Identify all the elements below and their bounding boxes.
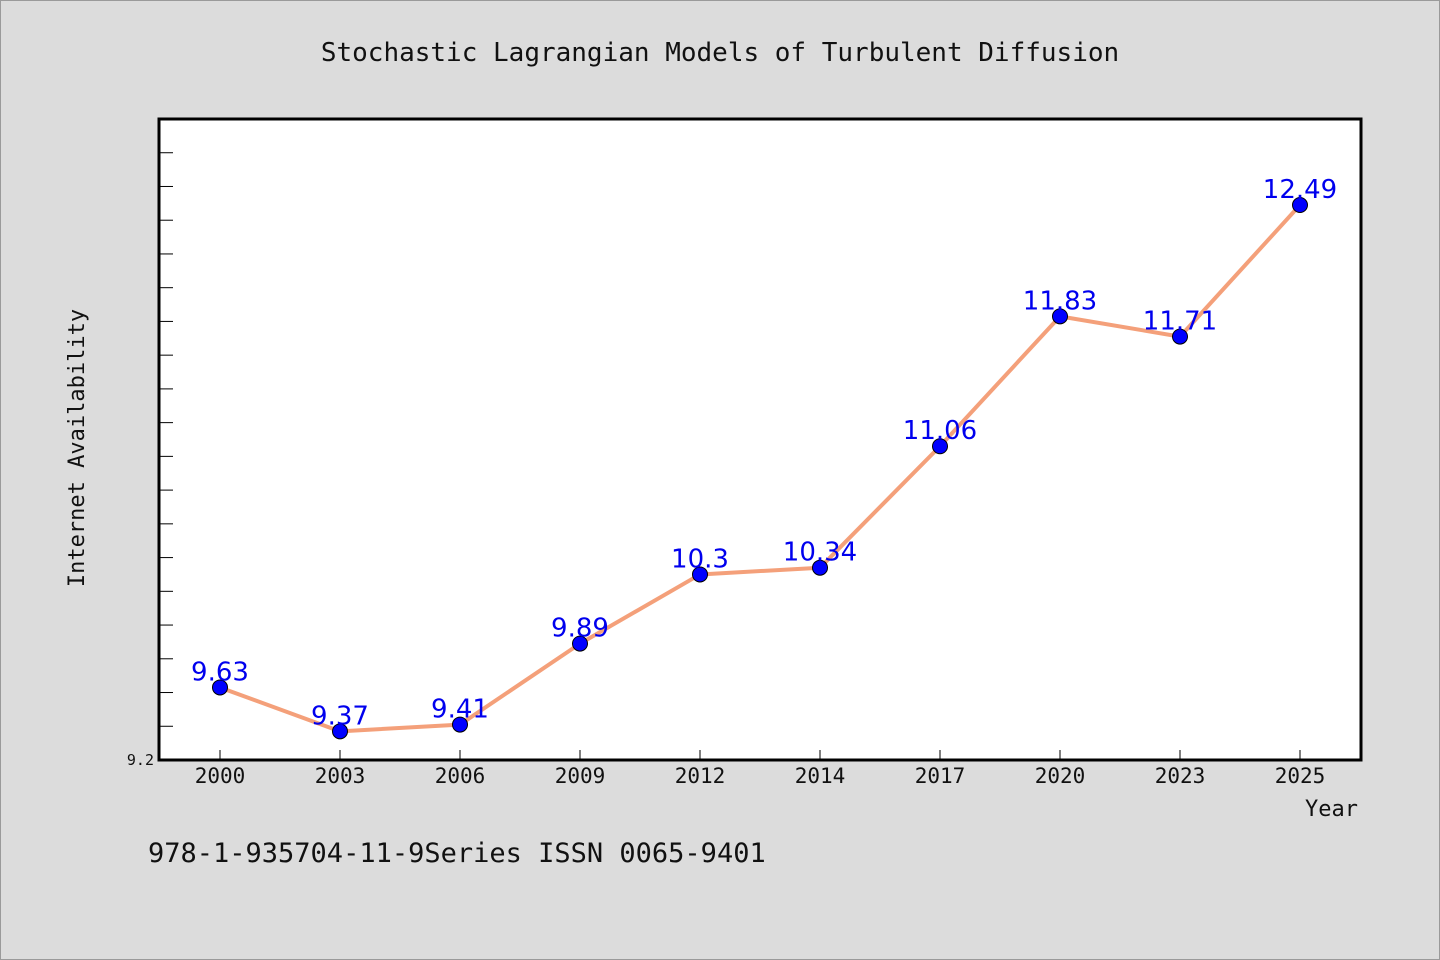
x-tick-label: 2000 (195, 764, 246, 788)
x-tick-label: 2012 (675, 764, 726, 788)
data-point-marker (332, 723, 348, 740)
x-tick-label: 2009 (555, 764, 606, 788)
x-tick-label: 2003 (315, 764, 366, 788)
x-axis-ticks: 2000 2003 2006 2009 2012 2014 2017 2020 2023 2025 (195, 750, 1326, 788)
series-group: 9.63 9.37 9.41 9.89 10.3 10.34 11.06 11.83 11.71… (191, 175, 1337, 740)
data-label: 9.89 (551, 614, 609, 644)
data-point-marker (572, 635, 588, 652)
y-axis-ticks: 9.2 (127, 118, 173, 769)
data-point-marker (452, 716, 468, 733)
data-point-marker (1052, 308, 1068, 325)
footer-isbn-text: 978-1-935704-11-9Series ISSN 0065-9401 (148, 838, 766, 869)
x-tick-label: 2006 (435, 764, 486, 788)
x-tick-label: 2020 (1035, 764, 1086, 788)
plot-area (157, 117, 1363, 762)
series-line (219, 203, 1302, 734)
data-point-marker (1292, 197, 1308, 214)
x-tick-label: 2025 (1275, 764, 1326, 788)
y-tick-label: 9.2 (127, 751, 154, 769)
data-label: 11.83 (1023, 286, 1097, 316)
data-label: 9.63 (191, 657, 249, 687)
x-axis-label: Year (1305, 797, 1358, 822)
data-point-marker (212, 679, 228, 696)
data-label: 11.71 (1143, 307, 1217, 337)
data-point-marker (932, 438, 948, 455)
x-tick-label: 2017 (915, 764, 966, 788)
y-axis-label: Internet Availability (65, 309, 90, 587)
data-label: 11.06 (903, 416, 977, 446)
data-label: 9.41 (431, 695, 489, 725)
data-label: 12.49 (1263, 175, 1337, 205)
chart-title: Stochastic Lagrangian Models of Turbulen… (321, 38, 1119, 68)
data-point-marker (692, 566, 708, 583)
x-tick-label: 2014 (795, 764, 846, 788)
data-point-marker (1172, 328, 1188, 345)
x-tick-label: 2023 (1155, 764, 1206, 788)
data-label: 10.34 (783, 538, 857, 568)
data-point-marker (812, 559, 828, 576)
data-label: 10.3 (671, 544, 729, 574)
data-label: 9.37 (311, 701, 369, 731)
